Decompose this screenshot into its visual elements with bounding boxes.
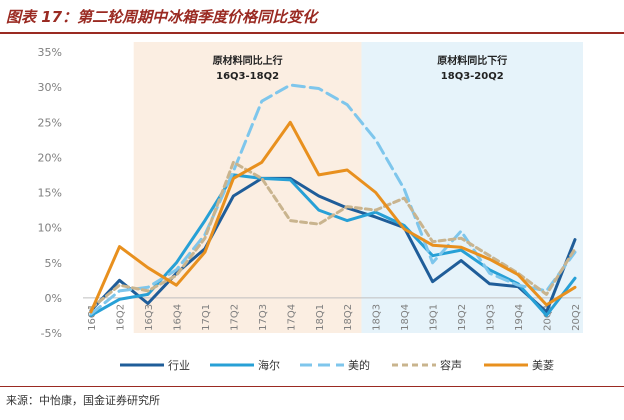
- figure-title: 图表 17：第二轮周期中冰箱季度价格同比变化: [6, 8, 318, 26]
- x-tick-label: 18Q4: [400, 304, 411, 331]
- title-rule: [0, 32, 624, 34]
- source-rule: [0, 386, 624, 387]
- legend-label-5: 美菱: [532, 359, 554, 372]
- chart: -5% 0% 5% 10% 15% 20% 25% 30% 35% 16Q1 16Q2 16Q3 16Q…: [38, 42, 583, 372]
- period-label-2: 原材料同比下行: [437, 54, 507, 67]
- y-tick-label: 5%: [45, 257, 62, 270]
- legend-label-2: 海尔: [258, 358, 280, 372]
- x-tick-label: 19Q2: [457, 304, 468, 331]
- legend-label-4: 容声: [440, 358, 462, 372]
- x-tick-label: 17Q4: [286, 304, 297, 331]
- y-tick-label: 25%: [38, 116, 62, 129]
- x-tick-label: 19Q3: [486, 304, 497, 331]
- period-shade-2: [361, 42, 583, 333]
- x-tick-label: 19Q1: [429, 304, 440, 331]
- y-tick-label: 35%: [38, 46, 62, 59]
- x-tick-label: 20Q2: [571, 304, 582, 331]
- annotation-layer: 原材料同比上行 16Q3-18Q2 原材料同比下行 18Q3-20Q2: [213, 54, 508, 82]
- x-tick-label: 17Q1: [201, 304, 212, 331]
- shading-layer: [133, 42, 583, 333]
- x-tick-label: 16Q4: [172, 304, 183, 331]
- x-tick-label: 17Q3: [258, 304, 269, 331]
- legend-label-3: 美的: [348, 358, 370, 372]
- period-range-2: 18Q3-20Q2: [441, 71, 504, 82]
- series-line-4: [89, 160, 577, 310]
- legend-label-1: 行业: [168, 359, 190, 372]
- y-tick-label: 15%: [38, 187, 62, 200]
- y-tick-label: 10%: [38, 222, 62, 235]
- y-tick-label: 30%: [38, 81, 62, 94]
- axis-layer: -5% 0% 5% 10% 15% 20% 25% 30% 35% 16Q1 16Q2 16Q3 16Q…: [38, 46, 582, 340]
- x-tick-label: 18Q2: [343, 304, 354, 331]
- series-layer: [89, 83, 577, 317]
- x-tick-label: 20Q1: [543, 304, 554, 331]
- y-tick-label: 20%: [38, 151, 62, 164]
- series-line-5: [89, 120, 577, 314]
- series-line-3: [89, 83, 577, 316]
- legend: 行业 海尔 美的 容声 美菱: [120, 358, 554, 372]
- y-tick-label: -5%: [41, 327, 62, 340]
- y-tick-label: 0%: [45, 292, 62, 305]
- x-tick-label: 18Q3: [372, 304, 383, 331]
- period-label-1: 原材料同比上行: [213, 54, 283, 67]
- x-tick-label: 16Q3: [144, 304, 155, 331]
- period-range-1: 16Q3-18Q2: [216, 71, 279, 82]
- x-tick-label: 19Q4: [514, 304, 525, 331]
- source-note: 来源：中怡康，国金证券研究所: [6, 394, 160, 407]
- x-tick-label: 16Q2: [115, 304, 126, 331]
- x-tick-label: 17Q2: [229, 304, 240, 331]
- x-tick-label: 16Q1: [87, 304, 98, 331]
- x-tick-label: 18Q1: [315, 304, 326, 331]
